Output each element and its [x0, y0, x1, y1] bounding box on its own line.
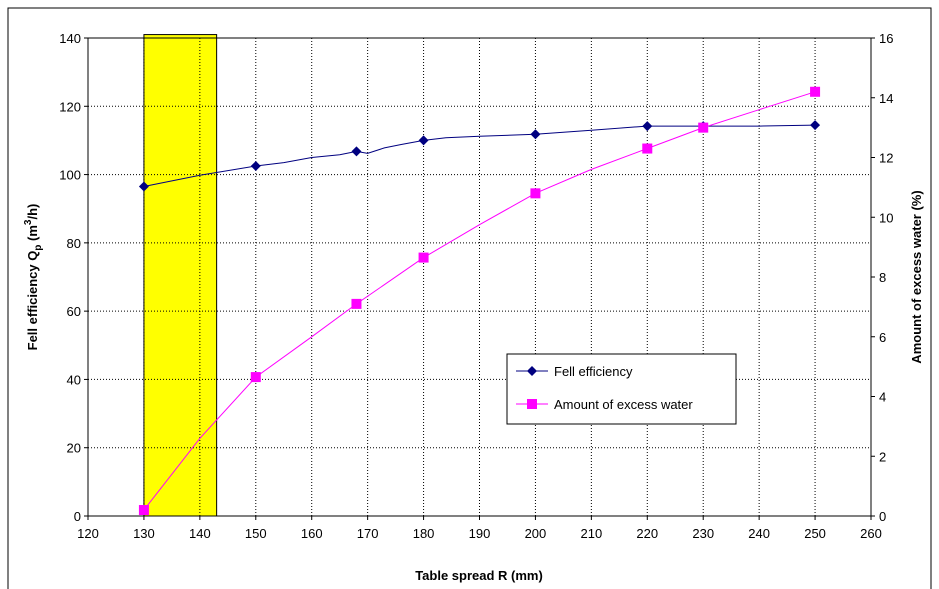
y-axis-title-mid: (m — [25, 225, 40, 245]
x-tick-label: 170 — [357, 526, 379, 541]
x-tick-label: 180 — [413, 526, 435, 541]
y-axis-title-sub: p — [33, 245, 44, 251]
chart-border — [7, 7, 932, 589]
axes-layer: 120 130 140 150 160 170 180 190 200 210 220 230 240 2… — [59, 31, 893, 541]
x-tick-label: 240 — [748, 526, 770, 541]
x-tick-label: 210 — [581, 526, 603, 541]
legend: Fell efficiency Amount of excess water — [506, 353, 737, 425]
data-point-amount-of-excess-water — [138, 505, 149, 516]
legend-marker-fell-efficiency — [527, 366, 537, 376]
data-point-amount-of-excess-water — [250, 372, 261, 383]
data-point-fell-efficiency — [810, 120, 821, 131]
x-tick-label: 160 — [301, 526, 323, 541]
x-tick-label: 120 — [77, 526, 99, 541]
data-point-fell-efficiency — [530, 129, 541, 140]
data-point-amount-of-excess-water — [642, 143, 653, 154]
data-point-amount-of-excess-water — [530, 188, 541, 199]
data-point-amount-of-excess-water — [418, 252, 429, 263]
y-tick-label: 100 — [59, 168, 81, 183]
x-axis-title: Table spread R (mm) — [415, 568, 543, 583]
data-point-fell-efficiency — [250, 161, 261, 172]
y2-tick-label: 6 — [879, 330, 886, 345]
data-point-amount-of-excess-water — [698, 122, 709, 133]
y-tick-label: 60 — [67, 304, 81, 319]
x-tick-label: 140 — [189, 526, 211, 541]
y-tick-label: 140 — [59, 31, 81, 46]
x-tick-label: 150 — [245, 526, 267, 541]
x-tick-label: 190 — [469, 526, 491, 541]
y-tick-label: 40 — [67, 372, 81, 387]
y-axis-title: Fell efficiency Qp (m3/h) — [23, 204, 44, 351]
data-point-amount-of-excess-water — [351, 298, 362, 309]
data-point-amount-of-excess-water — [810, 86, 821, 97]
legend-label-fell-efficiency: Fell efficiency — [554, 364, 633, 379]
y-tick-label: 80 — [67, 236, 81, 251]
x-tick-label: 200 — [525, 526, 547, 541]
x-tick-label: 130 — [133, 526, 155, 541]
y2-tick-label: 12 — [879, 151, 893, 166]
highlight-layer — [143, 34, 218, 517]
x-tick-label: 250 — [804, 526, 826, 541]
y-axis-title-prefix: Fell efficiency Q — [25, 251, 40, 351]
x-tick-label: 230 — [692, 526, 714, 541]
x-tick-label: 260 — [860, 526, 882, 541]
data-point-fell-efficiency — [418, 135, 429, 146]
legend-label-excess-water: Amount of excess water — [554, 397, 693, 412]
legend-marker-excess-water — [527, 399, 537, 409]
y2-tick-label: 14 — [879, 91, 893, 106]
data-point-fell-efficiency — [138, 181, 149, 192]
y2-tick-label: 4 — [879, 390, 886, 405]
y-tick-label: 20 — [67, 441, 81, 456]
y-axis-title-suffix: /h) — [25, 204, 40, 220]
y2-tick-label: 0 — [879, 509, 886, 524]
highlight-band — [143, 34, 218, 517]
y-tick-label: 120 — [59, 99, 81, 114]
data-point-fell-efficiency — [351, 146, 362, 157]
y2-tick-label: 2 — [879, 449, 886, 464]
x-tick-label: 220 — [636, 526, 658, 541]
data-point-fell-efficiency — [642, 121, 653, 132]
y2-tick-label: 10 — [879, 210, 893, 225]
y-axis-title-sup: 3 — [23, 219, 34, 225]
series-layer — [138, 86, 821, 516]
y2-axis-title: Amount of excess water (%) — [909, 190, 924, 363]
legend-box — [506, 353, 737, 425]
y2-tick-label: 8 — [879, 270, 886, 285]
y-tick-label: 0 — [74, 509, 81, 524]
y2-tick-label: 16 — [879, 31, 893, 46]
